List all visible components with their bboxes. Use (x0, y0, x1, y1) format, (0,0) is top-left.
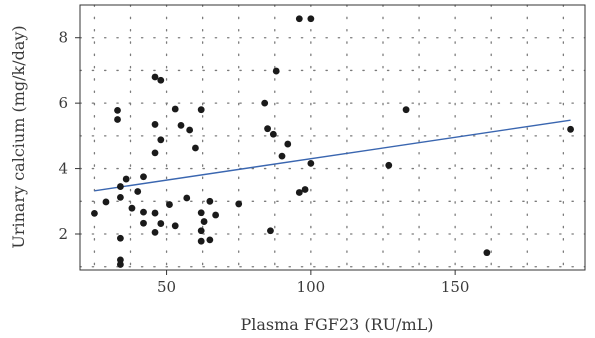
data-point (284, 140, 292, 148)
data-point (177, 121, 185, 129)
data-point (269, 130, 277, 138)
data-point (151, 209, 159, 217)
data-point (272, 67, 280, 75)
data-point (200, 218, 208, 225)
data-point (402, 106, 410, 114)
data-point (295, 189, 303, 196)
data-point (197, 227, 205, 235)
data-point (151, 149, 159, 157)
x-axis-label: Plasma FGF23 (RU/mL) (240, 315, 433, 334)
data-point (483, 249, 491, 257)
data-point (197, 237, 205, 245)
y-tick-label: 4 (58, 160, 68, 178)
regression-line (94, 119, 571, 192)
data-point (307, 15, 315, 23)
x-tick-label: 150 (441, 278, 470, 296)
data-point (117, 261, 124, 268)
data-point (206, 197, 214, 205)
data-point (212, 211, 220, 219)
data-point (235, 200, 243, 208)
data-point (307, 159, 315, 167)
plot-frame (79, 4, 586, 271)
data-point (122, 175, 130, 183)
data-point (171, 105, 179, 113)
data-point (140, 208, 147, 216)
y-axis-label: Urinary calcium (mg/k/day) (9, 25, 28, 248)
data-point (166, 201, 173, 208)
data-point (385, 161, 393, 169)
data-point (192, 144, 199, 152)
data-point (140, 173, 147, 181)
data-point (114, 116, 121, 123)
data-point (267, 227, 274, 235)
data-point (102, 198, 110, 206)
x-axis-ticks: 50 100 150 (157, 270, 469, 296)
y-tick-label: 6 (58, 94, 68, 112)
y-axis-ticks: 2 4 6 8 (58, 29, 80, 243)
data-point (171, 222, 179, 230)
data-point (117, 193, 124, 201)
data-point (197, 106, 205, 114)
grid-layer (79, 4, 586, 271)
data-point (151, 228, 159, 236)
data-point (264, 125, 271, 133)
data-point (567, 125, 574, 133)
points-layer (91, 15, 574, 268)
y-tick-label: 8 (58, 29, 68, 47)
data-point (197, 209, 205, 217)
data-point (114, 106, 121, 114)
data-point (151, 73, 159, 81)
data-point (295, 15, 303, 23)
data-point (186, 126, 194, 134)
data-point (157, 136, 165, 144)
data-point (140, 219, 147, 227)
data-point (157, 76, 165, 84)
data-point (91, 210, 98, 217)
x-tick-label: 50 (157, 278, 176, 296)
data-point (206, 236, 214, 244)
data-point (301, 186, 309, 193)
data-point (278, 152, 286, 160)
x-tick-label: 100 (297, 278, 326, 296)
data-point (134, 188, 142, 195)
data-point (261, 99, 269, 107)
data-point (117, 234, 124, 242)
data-point (128, 204, 136, 212)
data-point (183, 194, 191, 202)
data-point (151, 121, 159, 128)
data-point (117, 183, 124, 190)
data-point (157, 220, 165, 227)
y-tick-label: 2 (58, 225, 68, 243)
